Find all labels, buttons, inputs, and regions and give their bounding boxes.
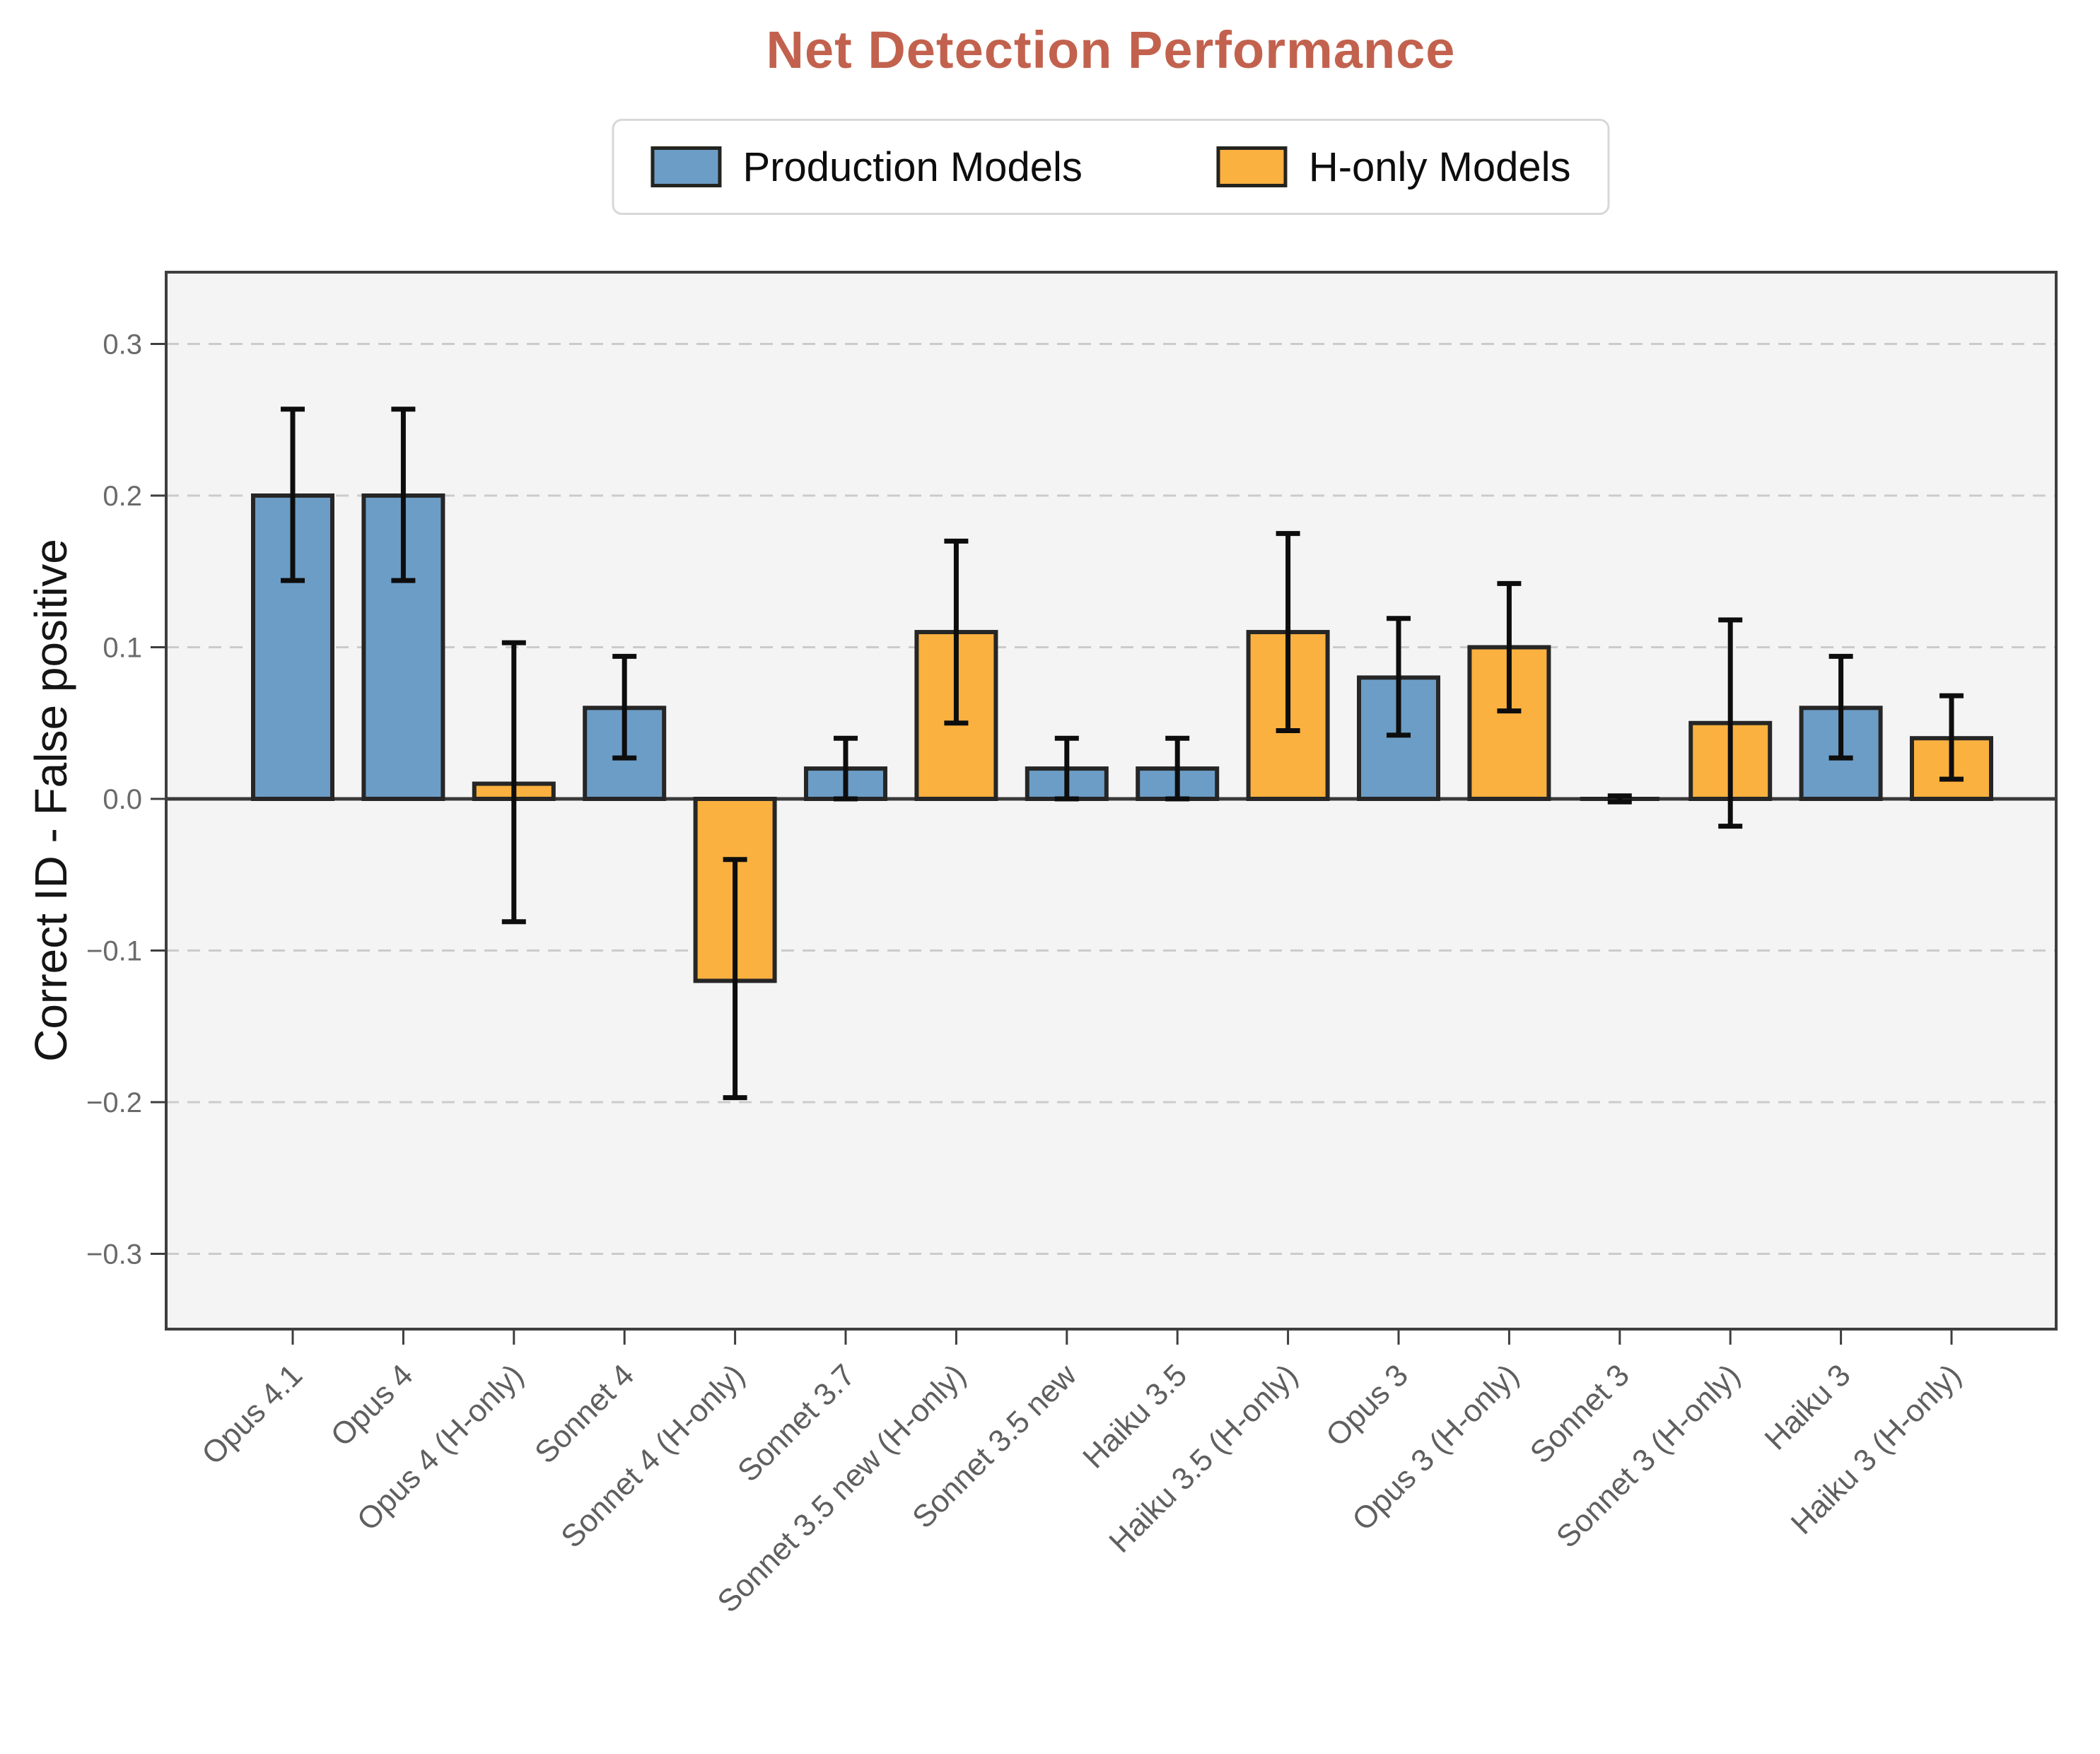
legend-label-h-only: H-only Models xyxy=(1308,144,1571,190)
x-tick-label: Sonnet 3 xyxy=(1524,1357,1636,1470)
chart-title: Net Detection Performance xyxy=(766,21,1456,79)
y-tick-label: −0.3 xyxy=(86,1239,142,1270)
x-tick-label: Sonnet 3 (H-only) xyxy=(1550,1357,1746,1554)
y-tick-label: −0.1 xyxy=(86,936,142,967)
x-tick-label: Opus 4 xyxy=(325,1357,420,1453)
y-tick-label: 0.2 xyxy=(103,481,142,512)
y-tick-label: 0.3 xyxy=(103,329,142,361)
legend-item-production: Production Models xyxy=(651,144,1083,191)
x-tick-label: Haiku 3.5 xyxy=(1076,1357,1194,1475)
legend-item-h-only: H-only Models xyxy=(1216,144,1571,191)
x-tick-label: Opus 3 xyxy=(1319,1357,1415,1453)
y-tick-label: 0.0 xyxy=(103,784,142,815)
y-tick-label: 0.1 xyxy=(103,633,142,664)
x-tick-label: Haiku 3 xyxy=(1758,1357,1857,1456)
x-tick-label: Sonnet 4 xyxy=(528,1357,641,1470)
production-swatch-icon xyxy=(651,146,722,187)
y-tick-label: −0.2 xyxy=(86,1087,142,1118)
h-only-swatch-icon xyxy=(1216,146,1288,187)
plot-border xyxy=(165,271,2058,1331)
legend-label-production: Production Models xyxy=(742,144,1083,190)
legend: Production Models H-only Models xyxy=(612,119,1610,215)
x-tick-label: Sonnet 4 (H-only) xyxy=(554,1357,751,1554)
x-tick-label: Haiku 3.5 (H-only) xyxy=(1102,1357,1304,1559)
x-tick-label: Opus 4.1 xyxy=(195,1357,309,1471)
